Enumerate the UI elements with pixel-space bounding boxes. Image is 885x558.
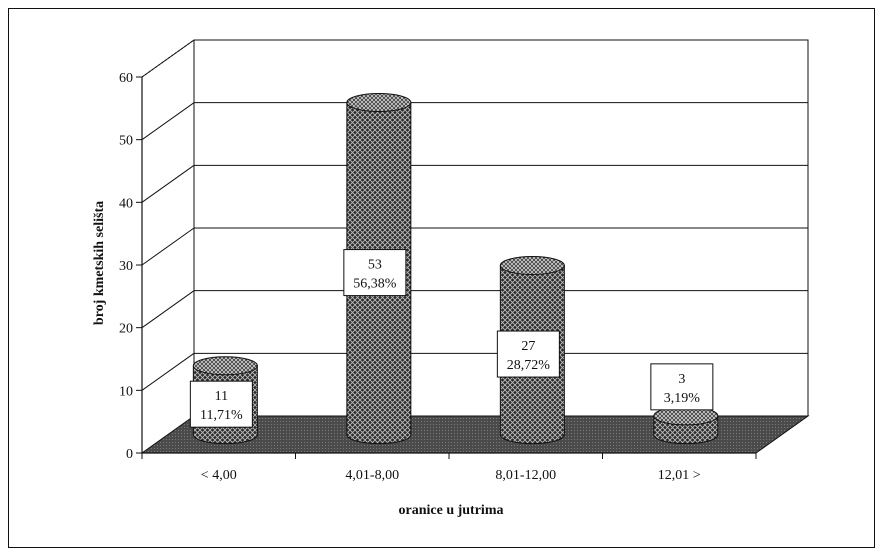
y-axis: 0 10 20 30 40 50 60 [119,71,143,462]
y-axis-title: broj kmetskih selišta [92,201,107,325]
data-label-percent: 3,19% [664,391,701,406]
data-label: 53 56,38% [343,249,407,297]
data-label: 11 11,71% [189,380,253,428]
data-label-box [496,330,560,378]
gridline-side [141,164,195,203]
gridline-side [141,39,195,78]
bar-top [192,356,258,376]
x-tick-label: 4,01-8,00 [345,468,399,483]
gridline-side [141,102,195,141]
y-tick-label: 20 [119,322,133,337]
data-label-percent: 56,38% [353,277,397,292]
y-tick-label: 30 [119,259,133,274]
data-label-box [189,380,253,428]
gridline-side [141,352,195,391]
data-labels: 11 11,71% 53 56,38% 27 28,72% 3 3,19% [189,249,714,428]
bar-top [499,255,565,275]
x-tick-label: < 4,00 [201,468,237,483]
y-tick-label: 50 [119,134,133,149]
x-axis-title: oranice u jutrima [399,503,504,518]
chart-frame [8,8,875,548]
x-tick-label: 12,01 > [658,468,701,483]
y-tick-label: 40 [119,196,133,211]
gridline-side [141,290,195,329]
bar [653,406,719,445]
data-label-box [343,249,407,297]
bars [192,93,719,445]
y-tick-label: 10 [119,384,133,399]
data-label-count: 11 [215,389,228,404]
gridlines [141,39,808,391]
data-label-box [650,363,714,411]
x-axis: < 4,00 4,01-8,00 8,01-12,00 12,01 > [141,452,757,483]
data-label: 3 3,19% [650,363,714,411]
data-label: 27 28,72% [496,330,560,378]
data-label-count: 3 [678,372,685,387]
data-label-percent: 28,72% [507,358,551,373]
data-label-count: 53 [368,258,382,273]
y-tick-label: 60 [119,71,133,86]
y-tick-label: 0 [126,447,133,462]
data-label-percent: 11,71% [200,408,243,423]
x-tick-label: 8,01-12,00 [495,468,556,483]
bar-top [346,93,412,113]
data-label-count: 27 [521,339,535,354]
gridline-side [141,227,195,266]
